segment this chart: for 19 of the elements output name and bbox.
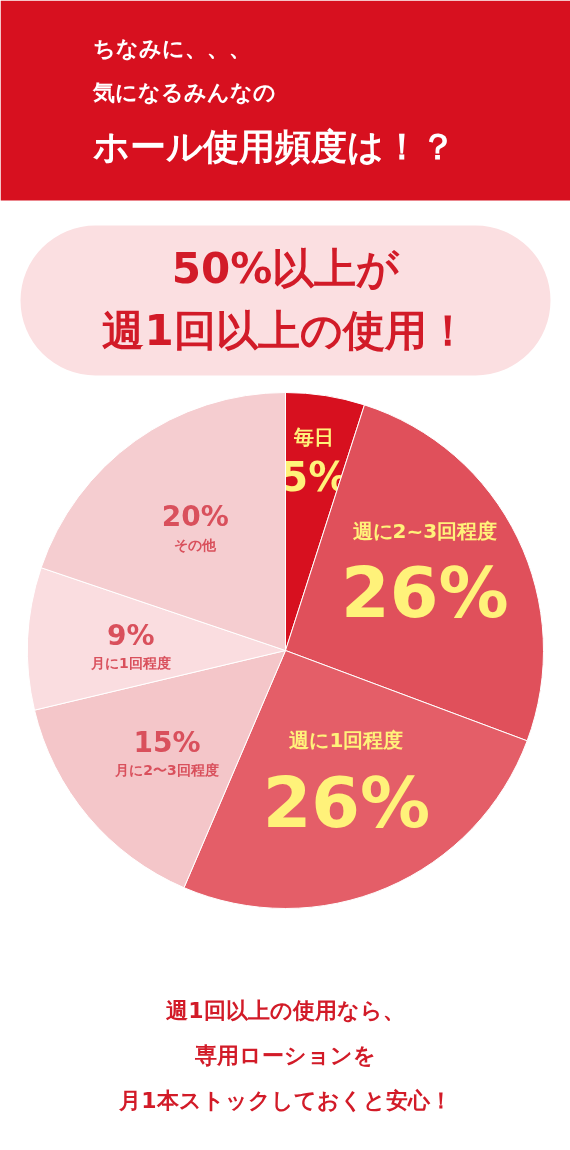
data-label: 26% bbox=[262, 761, 431, 844]
text: 専用ローションを bbox=[194, 1043, 376, 1068]
chart-title: ホール使用頻度は！？ bbox=[92, 126, 456, 167]
slice-label: 月に1回程度 bbox=[90, 655, 171, 672]
chart-subtitle: 週1回以上の使用！ bbox=[102, 306, 469, 355]
text: 月1本ストックしておくと安心！ bbox=[118, 1088, 452, 1113]
data-label: 15% bbox=[133, 725, 201, 759]
slice-label: 月に2〜3回程度 bbox=[114, 762, 219, 779]
slice-label: その他 bbox=[174, 536, 218, 553]
data-label: 9% bbox=[107, 618, 155, 652]
data-label: 26% bbox=[341, 552, 509, 635]
text: 週1回以上の使用なら、 bbox=[166, 998, 405, 1023]
slice-label: 毎日 bbox=[293, 424, 335, 449]
text: 50%以上が bbox=[171, 244, 401, 293]
slice-label: 週に1回程度 bbox=[288, 728, 404, 753]
text: ちなみに、、、 bbox=[92, 36, 251, 61]
data-label: 20% bbox=[161, 500, 229, 534]
slice-label: 週に2~3回程度 bbox=[351, 518, 498, 543]
text: 気になるみんなの bbox=[91, 80, 276, 105]
